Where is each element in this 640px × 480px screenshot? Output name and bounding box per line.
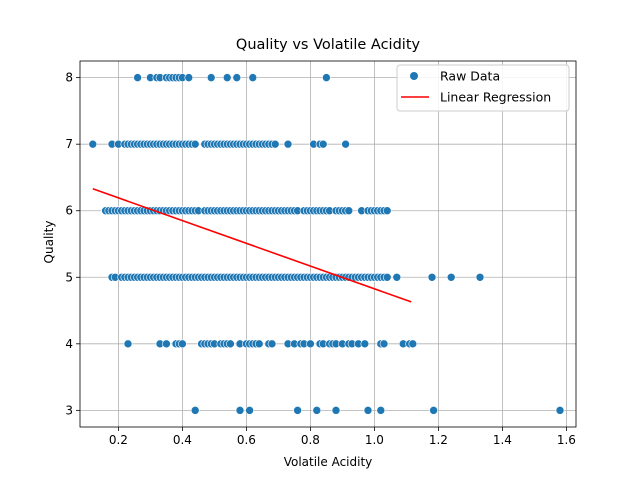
data-point <box>318 139 328 149</box>
x-tick-label: 1.0 <box>365 433 384 447</box>
y-tick-label: 3 <box>65 403 73 417</box>
data-point <box>322 73 331 82</box>
data-point <box>392 272 402 282</box>
x-axis-label: Volatile Acidity <box>284 455 373 469</box>
data-point <box>382 206 392 216</box>
data-point <box>190 406 200 415</box>
y-tick-label: 7 <box>65 137 73 151</box>
regression-line-group <box>92 188 412 303</box>
data-point <box>267 339 277 349</box>
data-point <box>184 73 194 82</box>
plot-frame <box>79 60 577 428</box>
data-point <box>446 272 456 282</box>
data-point <box>360 339 370 349</box>
data-point <box>382 272 392 282</box>
data-point <box>222 73 232 82</box>
data-point <box>206 73 216 82</box>
data-point <box>306 339 315 349</box>
data-point <box>270 139 280 149</box>
data-point <box>133 73 142 82</box>
data-point <box>429 406 438 415</box>
data-point <box>190 139 200 149</box>
data-point <box>245 406 254 415</box>
data-point <box>344 206 354 216</box>
y-tick-label: 8 <box>65 71 73 85</box>
chart-title: Quality vs Volatile Acidity <box>236 37 421 53</box>
data-point <box>555 406 565 415</box>
x-tick-label: 0.4 <box>173 433 192 447</box>
data-point <box>379 339 389 349</box>
data-point <box>232 73 242 82</box>
data-point <box>162 339 171 349</box>
x-tick-label: 0.2 <box>109 433 128 447</box>
data-point <box>293 406 302 415</box>
data-point <box>88 139 98 149</box>
data-point <box>331 406 341 415</box>
y-tick-label: 5 <box>65 270 73 284</box>
y-axis-label: Quality <box>42 221 56 264</box>
legend-regression-label: Linear Regression <box>440 90 551 105</box>
y-tick-label: 6 <box>65 204 73 218</box>
data-point <box>123 339 133 349</box>
data-point <box>427 272 437 282</box>
y-tick-label: 4 <box>65 337 73 351</box>
data-point <box>178 339 187 349</box>
data-point <box>254 339 264 349</box>
x-tick-label: 0.8 <box>301 433 320 447</box>
data-point <box>475 272 485 282</box>
legend-box <box>396 64 570 112</box>
x-tick-label: 1.4 <box>493 433 512 447</box>
data-point <box>235 406 245 415</box>
data-point <box>341 139 350 149</box>
data-point <box>376 406 386 415</box>
data-point <box>363 406 373 415</box>
data-point <box>312 406 322 415</box>
legend-raw-data-marker <box>410 72 418 80</box>
regression-line <box>92 188 412 303</box>
axis-ticks: 0.2 0.4 0.6 0.8 1.0 1.2 1.4 1.6 3 4 5 6 7 8 <box>65 71 576 447</box>
x-tick-label: 1.2 <box>429 433 448 447</box>
legend-raw-data-label: Raw Data <box>440 69 500 84</box>
data-point <box>408 339 418 349</box>
data-point <box>283 139 293 149</box>
data-point <box>248 73 258 82</box>
x-tick-label: 1.6 <box>557 433 576 447</box>
legend: Raw Data Linear Regression <box>396 64 570 112</box>
x-tick-label: 0.6 <box>237 433 256 447</box>
data-point <box>226 339 235 349</box>
